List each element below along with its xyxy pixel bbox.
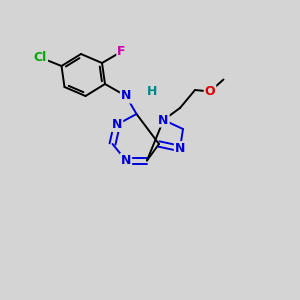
Text: H: H xyxy=(147,85,158,98)
Text: Cl: Cl xyxy=(34,51,47,64)
Text: O: O xyxy=(205,85,215,98)
Text: F: F xyxy=(117,45,126,58)
Text: N: N xyxy=(175,142,185,155)
Text: N: N xyxy=(121,89,131,103)
Text: N: N xyxy=(112,118,122,131)
Text: N: N xyxy=(121,154,131,167)
Text: N: N xyxy=(158,113,169,127)
